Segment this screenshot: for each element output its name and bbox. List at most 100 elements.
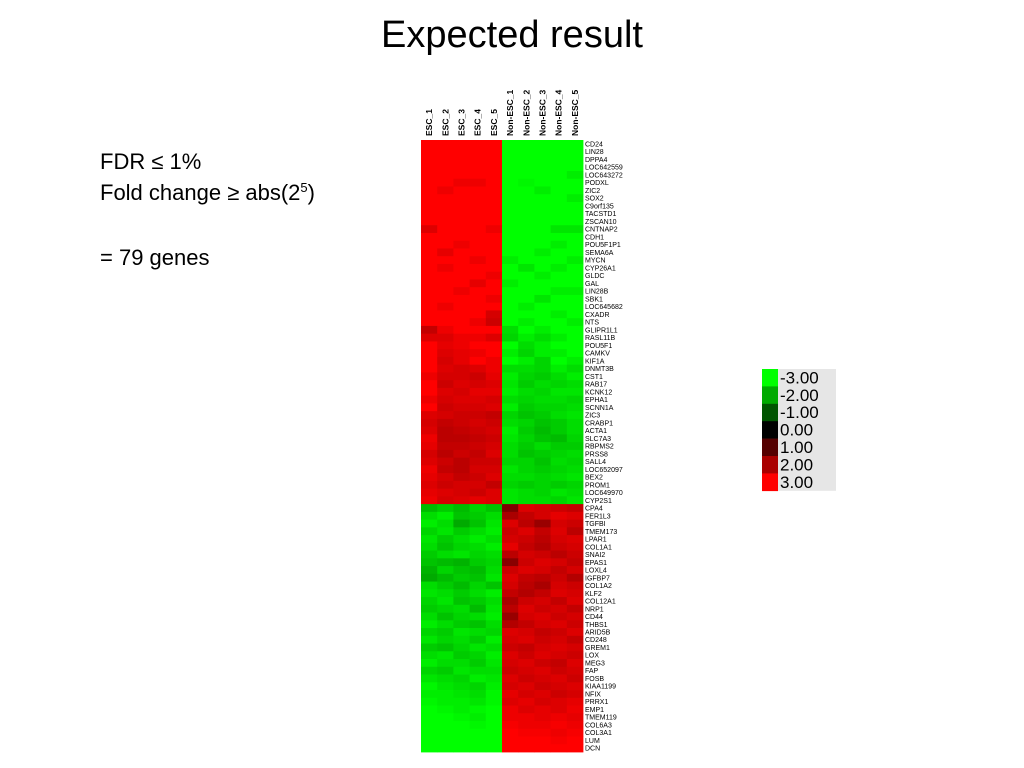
heatmap-cell [485, 504, 503, 513]
heatmap-cell [518, 604, 535, 613]
heatmap-cell [550, 736, 568, 745]
heatmap-cell [566, 240, 584, 249]
row-label: CXADR [585, 312, 610, 319]
heatmap-cell [437, 690, 454, 699]
heatmap-cell [550, 418, 568, 428]
heatmap-cell [566, 542, 584, 551]
heatmap-cell [518, 194, 535, 203]
heatmap-cell [453, 581, 470, 590]
heatmap-cell [437, 387, 454, 397]
row-label: POU5F1 [585, 343, 612, 350]
heatmap-cell [534, 217, 551, 226]
heatmap-cell [469, 194, 487, 203]
heatmap-cell [534, 465, 551, 474]
heatmap-cell [437, 620, 454, 629]
heatmap-cell [550, 209, 568, 218]
heatmap-cell [437, 550, 454, 559]
heatmap-cell [485, 651, 503, 660]
heatmap-cell [550, 705, 568, 714]
row-label: CYP26A1 [585, 265, 616, 272]
heatmap-cell [437, 209, 454, 218]
heatmap-cell [437, 721, 454, 730]
heatmap-cell [469, 697, 487, 706]
heatmap-cell [518, 364, 535, 373]
heatmap-cell [502, 573, 519, 582]
heatmap-cell [421, 697, 438, 706]
heatmap-cell [566, 635, 584, 644]
heatmap-cell [534, 411, 551, 420]
heatmap-cell [534, 186, 551, 195]
heatmap-cell [485, 140, 503, 149]
heatmap-cell [566, 558, 584, 567]
heatmap-cell [502, 248, 519, 257]
heatmap-cell [502, 690, 519, 699]
heatmap-cell [421, 527, 438, 536]
heatmap-cell [485, 558, 503, 567]
heatmap-cell [485, 271, 503, 280]
heatmap-cell [502, 279, 519, 288]
heatmap-cell [469, 287, 487, 296]
column-label: ESC_4 [473, 109, 483, 136]
heatmap-cell [566, 186, 584, 195]
heatmap-cell [534, 643, 551, 652]
heatmap-cell [566, 387, 584, 397]
heatmap-cell [550, 659, 568, 668]
heatmap-cell [421, 558, 438, 567]
heatmap-cell [534, 403, 551, 412]
heatmap-cell [502, 256, 519, 265]
heatmap-cell [437, 318, 454, 327]
heatmap-cell [485, 690, 503, 699]
heatmap-cell [502, 721, 519, 730]
heatmap-cell [566, 163, 584, 172]
heatmap-cell [437, 659, 454, 668]
heatmap-cell [518, 620, 535, 629]
heatmap-cell [566, 256, 584, 265]
heatmap-cell [437, 325, 454, 335]
column-label: Non-ESC_2 [521, 89, 531, 136]
heatmap-cell [518, 170, 535, 180]
heatmap-cell [534, 581, 551, 590]
heatmap-cell [566, 713, 584, 722]
heatmap-cell [453, 333, 470, 342]
fold-change-exponent: 5 [300, 180, 308, 195]
heatmap-cell [502, 550, 519, 559]
row-label: TMEM173 [585, 529, 617, 536]
heatmap-cell [502, 364, 519, 373]
heatmap-cell [534, 310, 551, 319]
heatmap-cell [453, 178, 470, 187]
heatmap-cell [453, 542, 470, 551]
heatmap-cell [453, 186, 470, 195]
heatmap-cell [566, 310, 584, 319]
heatmap-cell [453, 488, 470, 497]
heatmap-cell [502, 163, 519, 172]
heatmap-cell [437, 380, 454, 389]
heatmap-cell [502, 744, 519, 753]
heatmap-cell [566, 155, 584, 164]
heatmap-cell [534, 271, 551, 280]
heatmap-cell [453, 573, 470, 582]
heatmap-cell [485, 728, 503, 737]
heatmap-cell [502, 488, 519, 497]
heatmap-cell [453, 310, 470, 319]
heatmap-cell [437, 728, 454, 737]
heatmap-cell [566, 147, 584, 156]
heatmap-cell [518, 302, 535, 311]
heatmap-cell [502, 387, 519, 397]
heatmap-cell [485, 217, 503, 226]
heatmap-cell [566, 194, 584, 203]
heatmap-cell [469, 597, 487, 606]
heatmap-cell [518, 480, 535, 490]
heatmap-cell [453, 550, 470, 559]
heatmap-cell [566, 480, 584, 490]
heatmap-cell [566, 263, 584, 273]
heatmap-cell [453, 341, 470, 350]
heatmap-cell [437, 465, 454, 474]
heatmap-cell [485, 411, 503, 420]
heatmap-cell [550, 387, 568, 397]
heatmap-cell [566, 426, 584, 435]
row-label: GLDC [585, 273, 604, 280]
heatmap-cell [518, 356, 535, 366]
heatmap-cell [518, 380, 535, 389]
heatmap-cell [518, 550, 535, 559]
heatmap-cell [485, 542, 503, 551]
